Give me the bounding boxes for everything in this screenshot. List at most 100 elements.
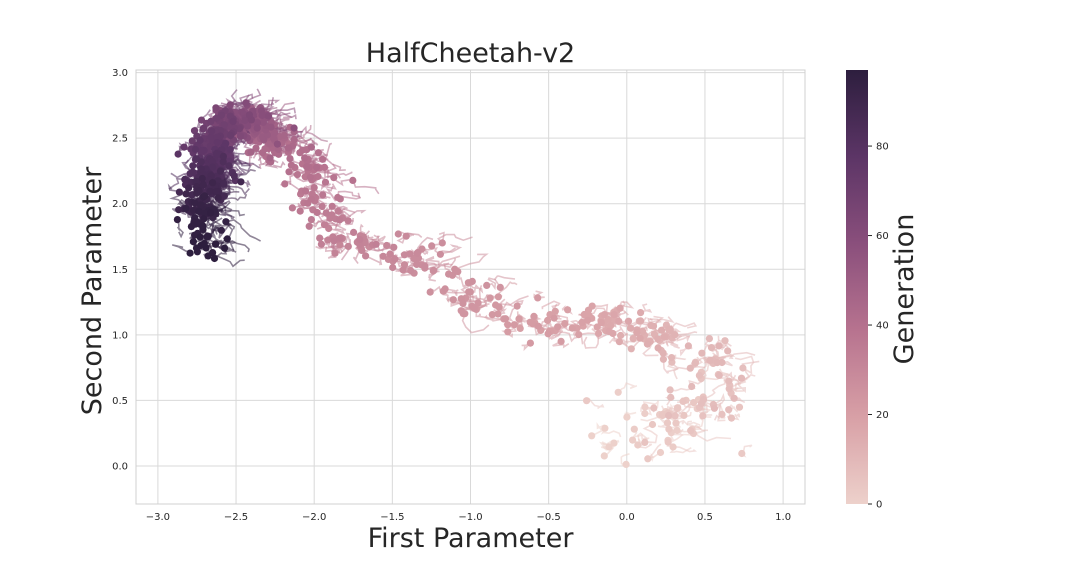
scatter-point	[307, 216, 315, 224]
scatter-point	[501, 315, 510, 323]
scatter-point	[316, 234, 324, 242]
scatter-point	[615, 317, 623, 325]
scatter-point	[626, 324, 635, 332]
scatter-point	[221, 244, 229, 252]
scatter-point	[680, 411, 688, 419]
trajectory-line	[223, 239, 250, 253]
scatter-point	[252, 144, 260, 152]
x-tick-labels: −3.0 −2.5 −2.0 −1.5 −1.0 −0.5 0.0 0.5 1.0	[146, 512, 791, 523]
x-tick-label: 0.0	[619, 512, 635, 523]
scatter-point	[195, 187, 203, 195]
scatter-point	[212, 188, 220, 196]
trajectory-line	[693, 430, 732, 442]
colorbar-tick-label: 80	[876, 142, 889, 153]
scatter-point	[344, 242, 352, 250]
scatter-point	[430, 266, 438, 274]
scatter-point	[486, 294, 494, 302]
y-tick-label: 0.0	[112, 461, 128, 472]
scatter-point	[684, 342, 693, 350]
scatter-point	[663, 419, 672, 427]
scatter-point	[671, 412, 679, 420]
trajectory-line	[220, 193, 248, 202]
scatter-point	[665, 425, 673, 433]
scatter-point	[324, 236, 332, 244]
scatter-point	[623, 413, 631, 421]
scatter-point	[641, 403, 649, 411]
trajectory-line	[467, 282, 484, 294]
scatter-point	[660, 333, 668, 341]
scatter-point	[615, 338, 624, 346]
scatter-point	[199, 125, 207, 133]
scatter-point	[208, 127, 216, 135]
scatter-point	[195, 207, 203, 216]
scatter-point	[265, 112, 273, 120]
scatter-point	[213, 133, 221, 141]
scatter-point	[247, 148, 255, 156]
scatter-point	[290, 136, 298, 144]
scatter-point	[636, 334, 644, 342]
scatter-point	[554, 323, 562, 331]
trajectory-line	[439, 244, 463, 255]
scatter-point	[217, 226, 225, 234]
scatter-point	[287, 161, 295, 169]
scatter-point	[286, 155, 294, 163]
scatter-point	[313, 208, 321, 217]
scatter-point	[634, 441, 642, 449]
scatter-point	[654, 344, 662, 352]
scatter-point	[725, 406, 733, 414]
scatter-point	[600, 452, 608, 460]
scatter-point	[174, 150, 182, 158]
scatter-point	[583, 397, 591, 405]
scatter-point	[451, 265, 459, 273]
scatter-point	[495, 303, 503, 311]
scatter-point	[494, 293, 502, 301]
scatter-point	[245, 111, 253, 119]
scatter-point	[175, 188, 183, 196]
scatter-point	[658, 326, 666, 334]
scatter-point	[550, 314, 558, 322]
scatter-point	[690, 399, 698, 407]
scatter-point	[204, 252, 212, 260]
x-axis-title: First Parameter	[368, 523, 575, 554]
scatter-point	[225, 162, 233, 170]
scatter-point	[199, 181, 207, 189]
x-tick-label: −0.5	[537, 512, 561, 523]
scatter-point	[715, 371, 723, 379]
scatter-point	[691, 359, 699, 367]
scatter-point	[399, 266, 407, 274]
scatter-point	[688, 382, 696, 391]
scatter-point	[470, 304, 478, 312]
scatter-point	[610, 311, 618, 319]
trajectory-line	[211, 252, 245, 268]
scatter-point	[314, 149, 322, 157]
y-tick-label: 1.5	[112, 265, 128, 276]
trajectory-line	[484, 314, 504, 322]
colorbar	[846, 70, 868, 504]
trajectory-line	[731, 413, 741, 421]
scatter-point	[203, 233, 211, 241]
scatter-point	[281, 180, 289, 188]
scatter-point	[330, 174, 338, 182]
colorbar-title: Generation	[889, 214, 920, 365]
trajectory-line	[232, 161, 252, 177]
scatter-point	[336, 216, 344, 224]
scatter-point	[466, 288, 474, 296]
scatter-point	[617, 331, 625, 340]
scatter-point	[630, 425, 638, 433]
scatter-point	[196, 233, 204, 241]
scatter-point	[253, 119, 261, 127]
trajectory-line	[475, 309, 505, 321]
scatter-point	[641, 409, 649, 418]
scatter-point	[219, 158, 227, 166]
scatter-point	[259, 118, 267, 126]
scatter-point	[534, 322, 542, 330]
trajectory-line	[662, 359, 679, 374]
scatter-point	[725, 385, 733, 393]
scatter-point	[321, 178, 330, 186]
scatter-point	[436, 250, 444, 258]
trajectory-line	[668, 411, 692, 425]
scatter-point	[328, 211, 336, 219]
scatter-point	[656, 448, 665, 457]
scatter-point	[226, 101, 234, 109]
